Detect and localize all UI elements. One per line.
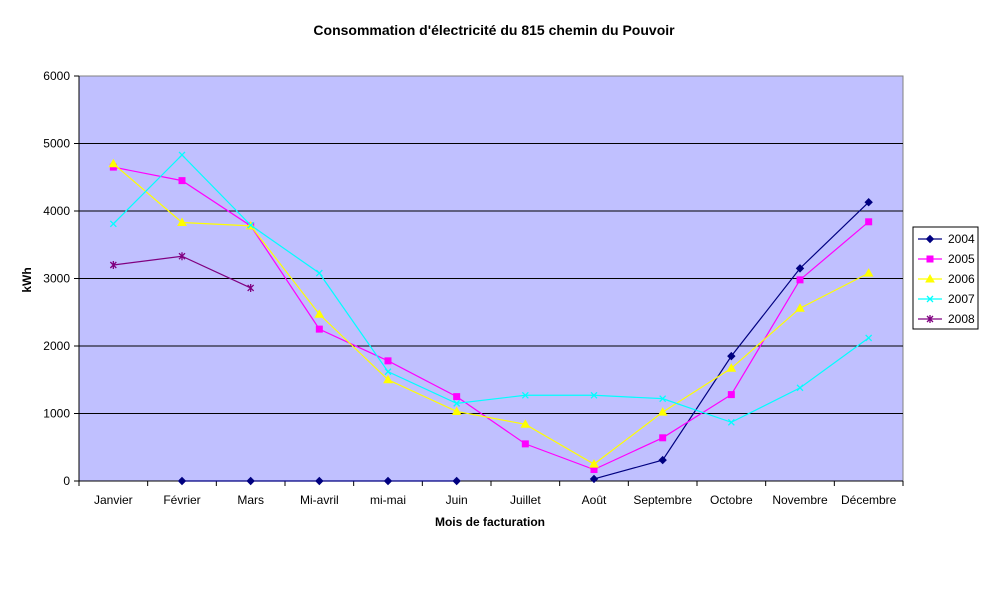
data-point <box>796 384 804 392</box>
data-point <box>383 476 393 486</box>
data-point <box>178 252 186 261</box>
x-axis-label: Mois de facturation <box>435 515 545 529</box>
data-point <box>315 269 323 277</box>
data-point <box>246 476 255 486</box>
data-point <box>453 399 461 407</box>
y-tick-label: 3000 <box>43 272 70 286</box>
data-point <box>657 407 668 416</box>
data-point <box>727 391 735 399</box>
x-axis-ticks: Janvier Février Mars Mi-avril mi-mai Juin Juil… <box>78 480 904 507</box>
data-point <box>108 158 119 168</box>
x-tick-label: Mars <box>237 493 264 507</box>
legend-entry-2005: 2005 <box>918 252 975 266</box>
data-point <box>109 220 117 228</box>
data-point <box>590 391 598 399</box>
data-point <box>178 151 186 159</box>
data-point <box>521 440 529 448</box>
x-tick-label: Février <box>163 493 200 507</box>
data-point <box>383 374 393 384</box>
series-line-2006 <box>112 163 869 465</box>
data-point <box>864 198 873 207</box>
x-tick-label: Novembre <box>772 493 828 507</box>
legend-entry-2006: 2006 <box>918 272 975 286</box>
gridlines <box>79 143 903 414</box>
data-point <box>314 309 325 318</box>
legend-box <box>912 226 979 330</box>
y-tick-label: 6000 <box>43 69 70 83</box>
x-tick-label: mi-mai <box>370 493 406 507</box>
legend-label: 2007 <box>948 292 975 306</box>
data-point <box>925 234 935 244</box>
data-point <box>384 357 392 365</box>
series-line-2007 <box>112 154 870 423</box>
y-tick-label: 2000 <box>43 339 70 353</box>
data-point <box>589 459 599 468</box>
series-2004 <box>177 198 873 486</box>
data-point <box>177 476 187 486</box>
data-point <box>659 434 667 442</box>
data-point <box>726 363 737 372</box>
x-tick-label: Juillet <box>510 493 541 507</box>
data-point <box>727 418 735 426</box>
series-2006 <box>108 158 874 468</box>
data-point <box>865 334 873 342</box>
data-point <box>795 303 805 312</box>
y-tick-label: 5000 <box>43 137 70 151</box>
legend-entry-2004: 2004 <box>918 232 975 246</box>
data-point <box>247 221 255 229</box>
legend-label: 2004 <box>948 232 975 246</box>
data-point <box>727 351 736 361</box>
data-point <box>865 218 873 226</box>
data-point <box>863 268 874 277</box>
y-axis-ticks: 0 1000 2000 3000 4000 5000 6000 <box>43 69 80 488</box>
x-tick-label: Mi-avril <box>300 493 339 507</box>
x-tick-label: Octobre <box>710 493 753 507</box>
data-point <box>926 315 934 323</box>
data-point <box>925 273 935 283</box>
data-point <box>926 295 934 303</box>
y-tick-label: 4000 <box>43 204 70 218</box>
data-point <box>520 419 531 428</box>
legend: 2004 2005 2006 2007 2008 <box>912 226 979 330</box>
data-point <box>384 368 392 376</box>
data-point <box>452 476 461 486</box>
x-tick-label: Décembre <box>841 493 897 507</box>
data-point <box>926 255 934 263</box>
legend-entry-2007: 2007 <box>918 292 975 306</box>
legend-label: 2005 <box>948 252 975 266</box>
series-2007 <box>109 151 873 426</box>
series-group <box>108 151 874 486</box>
data-point <box>658 455 667 465</box>
y-axis-label: kWh <box>20 267 34 292</box>
legend-label: 2006 <box>948 272 975 286</box>
data-point <box>109 261 117 269</box>
legend-label: 2008 <box>948 312 975 326</box>
legend-entry-2008: 2008 <box>918 312 975 326</box>
x-tick-label: Août <box>582 493 607 507</box>
x-tick-label: Juin <box>446 493 468 507</box>
y-tick-label: 1000 <box>43 407 70 421</box>
data-point <box>795 264 805 273</box>
data-point <box>247 283 255 292</box>
data-point <box>453 393 461 401</box>
x-tick-label: Septembre <box>633 493 692 507</box>
data-point <box>796 276 804 284</box>
data-point <box>589 474 599 484</box>
x-tick-label: Janvier <box>94 493 133 507</box>
data-point <box>178 177 186 185</box>
data-point <box>521 391 529 399</box>
data-point <box>451 406 462 415</box>
series-line-2005 <box>113 166 870 471</box>
data-point <box>315 325 323 333</box>
chart-title: Consommation d'électricité du 815 chemin… <box>313 22 675 38</box>
data-point <box>177 217 187 226</box>
series-2008 <box>109 252 255 292</box>
data-point <box>315 476 324 486</box>
y-tick-label: 0 <box>63 474 70 488</box>
data-point <box>659 395 667 403</box>
